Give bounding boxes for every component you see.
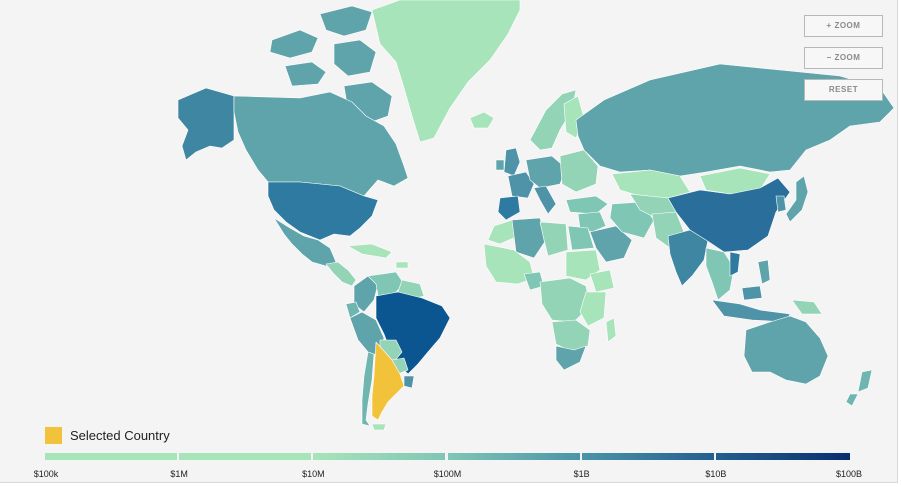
vietnam[interactable]: [729, 251, 741, 277]
ireland[interactable]: [495, 159, 505, 171]
falklands[interactable]: [371, 423, 387, 431]
united-states[interactable]: [267, 181, 379, 241]
reset-button[interactable]: RESET: [804, 79, 883, 101]
west-africa[interactable]: [483, 243, 535, 285]
libya[interactable]: [539, 221, 569, 257]
india[interactable]: [667, 229, 709, 287]
egypt[interactable]: [567, 225, 595, 251]
caribbean[interactable]: [347, 243, 409, 269]
saudi-arabia[interactable]: [589, 225, 633, 263]
arctic-islands[interactable]: [269, 5, 393, 125]
turkey[interactable]: [565, 195, 609, 215]
papua-new-guinea[interactable]: [791, 299, 823, 315]
madagascar[interactable]: [605, 317, 617, 343]
selected-country-swatch: [45, 426, 62, 444]
france[interactable]: [507, 171, 535, 199]
selected-country-label: Selected Country: [70, 427, 170, 443]
iberia[interactable]: [497, 195, 521, 221]
japan[interactable]: [785, 175, 809, 223]
morocco[interactable]: [487, 219, 519, 245]
scale-tick-label: $10B: [705, 469, 727, 479]
scale-tick-label: $100B: [835, 469, 863, 479]
scale-tick-label: $100k: [33, 469, 59, 479]
ethiopia[interactable]: [589, 269, 615, 293]
south-africa[interactable]: [555, 345, 587, 371]
scale-segment: [313, 453, 446, 460]
value-scale-bar: [45, 453, 850, 460]
southern-africa[interactable]: [551, 319, 591, 353]
scale-tick-label: $100M: [433, 469, 462, 479]
scale-segment: [447, 453, 580, 460]
selected-country-legend: Selected Country: [45, 426, 170, 444]
uruguay[interactable]: [403, 375, 415, 389]
canada[interactable]: [233, 91, 409, 197]
italy[interactable]: [533, 185, 557, 215]
korea[interactable]: [775, 195, 787, 213]
central-europe[interactable]: [525, 155, 567, 189]
alaska[interactable]: [177, 87, 235, 161]
scale-tick-label: $1M: [170, 469, 188, 479]
scale-segment: [45, 453, 178, 460]
new-zealand[interactable]: [845, 369, 873, 407]
zoom-in-button[interactable]: + ZOOM: [804, 15, 883, 37]
east-africa[interactable]: [579, 291, 607, 327]
scale-segment: [715, 453, 850, 460]
middle-east[interactable]: [577, 211, 607, 233]
philippines[interactable]: [757, 259, 771, 285]
chile[interactable]: [361, 351, 375, 427]
scale-segment: [581, 453, 714, 460]
scale-segment: [179, 453, 312, 460]
scale-tick-label: $10M: [302, 469, 325, 479]
zoom-out-button[interactable]: − ZOOM: [804, 47, 883, 69]
greenland[interactable]: [371, 0, 521, 143]
argentina[interactable]: [371, 341, 405, 421]
southeast-asia[interactable]: [705, 247, 735, 301]
algeria[interactable]: [511, 217, 547, 259]
united-kingdom[interactable]: [503, 147, 521, 177]
iceland[interactable]: [469, 111, 495, 129]
ecuador[interactable]: [345, 301, 361, 319]
china[interactable]: [667, 177, 791, 253]
australia[interactable]: [743, 315, 829, 385]
central-america[interactable]: [325, 261, 357, 287]
scale-tick-label: $1B: [573, 469, 590, 479]
